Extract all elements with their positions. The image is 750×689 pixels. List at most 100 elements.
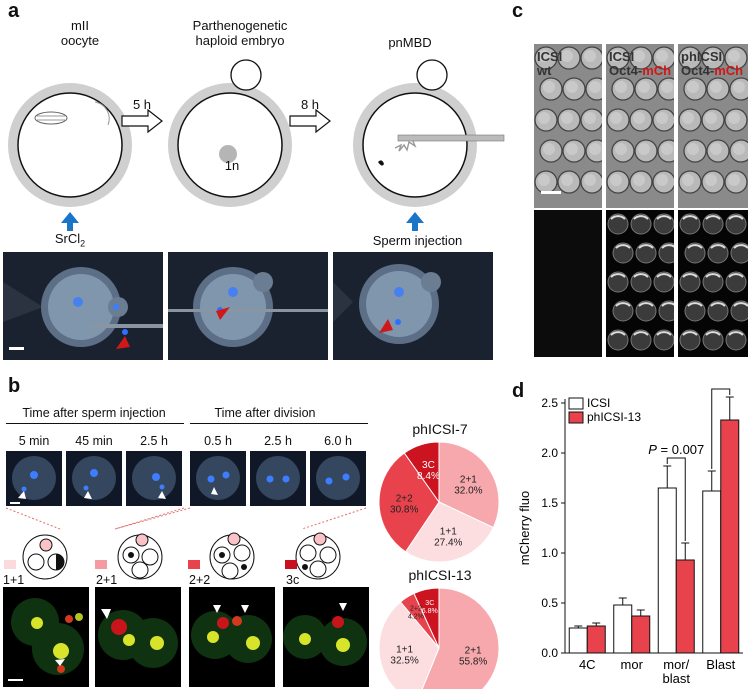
frame-1 [6, 451, 62, 506]
p-value-label: P = 0.007 [648, 442, 704, 457]
haploid-embryo-schematic [168, 59, 292, 207]
y-tick-label: 1.0 [541, 546, 558, 560]
error-bar [725, 396, 734, 420]
p-value-label: P = 0.020 [693, 385, 749, 388]
pie-value: 8.4% [417, 471, 440, 482]
pie-slice-1plus1 [404, 501, 494, 563]
y-tick-label: 0.5 [541, 596, 558, 610]
pie-label: 3C [425, 600, 434, 607]
embryo-fluo [635, 242, 657, 264]
confocal-2plus1 [95, 587, 181, 687]
blue-arrow-right [406, 212, 424, 231]
embryo-fluo [707, 300, 729, 322]
legend-swatch-1plus1 [4, 560, 16, 569]
pie-chart-0: 2+132.0% 1+127.4% 2+230.8% 3C8.4% [378, 441, 500, 563]
timelapse-strip [6, 451, 366, 506]
confocal-3c [283, 587, 369, 687]
stage-label-oocyte: mII oocyte [60, 18, 100, 48]
pie-value: 55.8% [459, 657, 487, 668]
error-bar [681, 542, 690, 560]
frame-2 [66, 451, 122, 506]
time-label-1: 45 min [75, 434, 113, 448]
error-bar [618, 597, 627, 605]
header-rule-left [6, 423, 184, 424]
embryo-fluo [612, 242, 634, 264]
fluorescence-wt [534, 210, 602, 357]
embryo-fluo [630, 271, 652, 293]
pie-value: 4.2% [408, 613, 424, 620]
bar-icsi-3 [702, 490, 722, 654]
x-tick-label: blast [663, 671, 691, 686]
frame-4 [190, 451, 246, 506]
brightfield-icsi [606, 44, 681, 208]
x-tick-label: mor/ [663, 657, 689, 672]
x-tick-label: Blast [706, 657, 735, 672]
time-label-0: 5 min [18, 434, 50, 448]
micrograph-a3 [333, 252, 493, 360]
pie-label: 2+2 [396, 493, 413, 504]
legend-label: ICSI [587, 396, 610, 410]
x-tick-label: 4C [579, 657, 596, 672]
panel-label-a: a [8, 0, 20, 22]
arrow-label-5h: 5 h [132, 97, 152, 112]
embryo-fluo [725, 329, 747, 351]
micrograph-a1 [3, 252, 163, 360]
embryo-fluo [630, 213, 652, 235]
y-tick-label: 1.5 [541, 496, 558, 510]
embryo-fluo [607, 329, 629, 351]
column-label-wt: ICSI wt [537, 49, 563, 78]
embryo-fluo [707, 242, 729, 264]
error-bar [707, 470, 716, 491]
legend-label: phICSI-13 [587, 410, 641, 424]
srcl2-label: SrCl2 [54, 231, 86, 249]
schematic-2plus1 [117, 533, 163, 580]
legend-label-2plus1: 2+1 [96, 573, 118, 587]
pie-value: 30.8% [390, 504, 418, 515]
pie-slice-2plus2 [378, 452, 440, 553]
embryo-fluo [702, 213, 724, 235]
time-label-3: 0.5 h [204, 434, 232, 448]
y-axis-label: mCherry fluo [517, 491, 532, 565]
bar-icsi-1 [613, 604, 633, 654]
y-tick-label: 2.0 [541, 446, 558, 460]
arrow-8h [289, 108, 331, 134]
pie-value: 32.5% [390, 655, 418, 666]
time-label-2: 2.5 h [140, 434, 168, 448]
embryo-fluo [725, 213, 747, 235]
stage-label-haploid: Parthenogenetic haploid embryo [192, 18, 288, 48]
header-rule-right [190, 423, 368, 424]
pie-slice-3c [413, 587, 440, 649]
arrow-label-8h: 8 h [300, 97, 320, 112]
micrograph-a2 [168, 252, 328, 360]
bar-phicsi-13-2 [675, 559, 695, 654]
legend-swatch [568, 397, 584, 410]
stage-label-pnmbd: pnMBD [388, 35, 432, 50]
pie-label: 2+1 [465, 646, 482, 657]
y-tick-label: 2.5 [541, 396, 558, 410]
pie-value: 32.0% [454, 485, 482, 496]
embryo-fluo [679, 329, 701, 351]
pie-title-0: phICSI-7 [412, 421, 468, 437]
embryo-fluo [730, 242, 750, 264]
bar-phicsi-13-3 [720, 419, 740, 654]
header-time-after-injection: Time after sperm injection [22, 406, 166, 420]
legend-label-1plus1: 1+1 [3, 573, 25, 587]
legend-swatch [568, 411, 584, 424]
embryo-fluo [635, 300, 657, 322]
pie-label: 1+1 [396, 644, 413, 655]
pie-slice-1plus1 [378, 601, 440, 689]
connector-lines [5, 507, 367, 530]
legend-label-2plus2: 2+2 [189, 573, 211, 587]
time-label-4: 2.5 h [264, 434, 292, 448]
pie-chart-1: 2+155.8% 1+132.5% 2+24.2%3C6.8% [378, 587, 500, 689]
pnmbd-schematic [353, 59, 505, 207]
embryo-fluo [630, 329, 652, 351]
x-tick-label: mor [621, 657, 644, 672]
legend-swatch-3c [285, 560, 297, 569]
embryo-fluo [607, 271, 629, 293]
schematic-1plus1 [22, 534, 68, 580]
bar-icsi-0 [568, 627, 588, 654]
legend-swatch-2plus1 [95, 560, 107, 569]
frame-5 [250, 451, 306, 506]
oocyte-schematic [8, 83, 132, 207]
